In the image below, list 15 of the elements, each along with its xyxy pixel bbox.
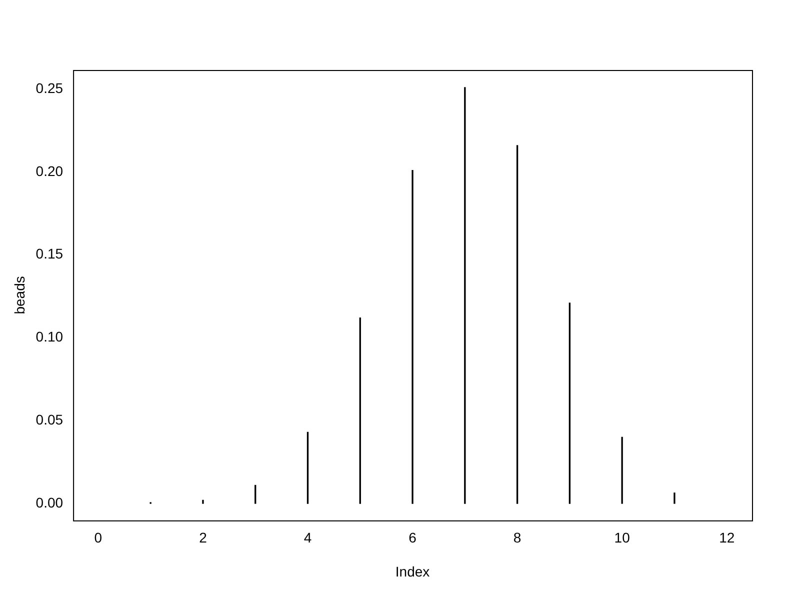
- y-tick-label: 0.15: [36, 246, 64, 262]
- y-tick-label: 0.25: [36, 80, 64, 96]
- x-tick-label: 0: [94, 530, 102, 546]
- y-tick-label: 0.10: [36, 328, 64, 345]
- x-axis-title: Index: [395, 563, 430, 580]
- y-tick-label: 0.00: [36, 494, 64, 510]
- x-tick-label: 2: [199, 530, 208, 546]
- y-tick-label: 0.20: [36, 162, 64, 179]
- y-tick-label: 0.05: [36, 411, 64, 428]
- x-tick-label: 12: [719, 530, 735, 546]
- x-tick-label: 4: [304, 530, 312, 546]
- x-tick-label: 8: [513, 530, 522, 546]
- x-tick-label: 10: [614, 530, 630, 546]
- y-axis-title: beads: [11, 276, 28, 314]
- x-tick-label: 6: [408, 530, 417, 546]
